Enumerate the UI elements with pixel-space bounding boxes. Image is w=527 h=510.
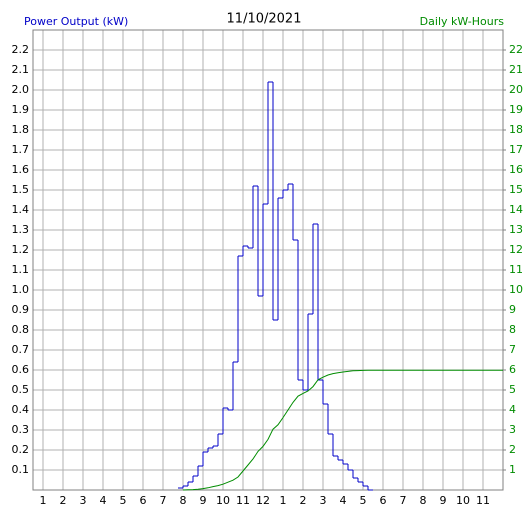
x-tick-label: 5: [360, 494, 367, 507]
x-tick-label: 8: [180, 494, 187, 507]
y2-tick-label: 18: [509, 123, 523, 136]
y-tick-label: 0.7: [12, 343, 30, 356]
y-axis-label: Power Output (kW): [24, 15, 128, 28]
y-tick-label: 1.7: [12, 143, 30, 156]
x-tick-label: 10: [456, 494, 470, 507]
x-tick-label: 1: [40, 494, 47, 507]
x-tick-label: 6: [140, 494, 147, 507]
y-tick-label: 1.2: [12, 243, 30, 256]
y-tick-label: 1.3: [12, 223, 30, 236]
plot-border: [32, 29, 504, 491]
y2-tick-label: 9: [509, 303, 516, 316]
y-tick-label: 1.5: [12, 183, 30, 196]
y-tick-label: 0.2: [12, 443, 30, 456]
x-tick-label: 9: [440, 494, 447, 507]
y2-tick-label: 17: [509, 143, 523, 156]
y-tick-label: 0.6: [12, 363, 30, 376]
y-tick-label: 0.1: [12, 463, 30, 476]
x-tick-label: 4: [340, 494, 347, 507]
y-tick-label: 0.5: [12, 383, 30, 396]
y-tick-label: 2.2: [12, 43, 30, 56]
x-tick-label: 12: [256, 494, 270, 507]
y2-tick-label: 21: [509, 63, 523, 76]
y2-tick-label: 10: [509, 283, 523, 296]
y2-tick-label: 15: [509, 183, 523, 196]
y2-tick-label: 6: [509, 363, 516, 376]
y-tick-label: 0.4: [12, 403, 30, 416]
y2-tick-label: 19: [509, 103, 523, 116]
y-tick-label: 1.9: [12, 103, 30, 116]
y-tick-label: 1.8: [12, 123, 30, 136]
x-tick-label: 2: [60, 494, 67, 507]
x-tick-label: 7: [160, 494, 167, 507]
y2-tick-label: 16: [509, 163, 523, 176]
y-tick-label: 0.8: [12, 323, 30, 336]
y2-tick-label: 3: [509, 423, 516, 436]
x-tick-label: 2: [300, 494, 307, 507]
x-tick-label: 3: [320, 494, 327, 507]
y2-tick-label: 14: [509, 203, 523, 216]
y2-tick-label: 7: [509, 343, 516, 356]
y2-tick-label: 22: [509, 43, 523, 56]
x-tick-label: 3: [80, 494, 87, 507]
x-tick-label: 5: [120, 494, 127, 507]
y2-axis-label: Daily kW-Hours: [420, 15, 505, 28]
x-tick-label: 11: [476, 494, 490, 507]
y2-tick-label: 2: [509, 443, 516, 456]
x-tick-label: 8: [420, 494, 427, 507]
x-tick-label: 7: [400, 494, 407, 507]
y-tick-label: 0.9: [12, 303, 30, 316]
y-tick-label: 1.0: [12, 283, 30, 296]
x-tick-label: 10: [216, 494, 230, 507]
x-tick-label: 4: [100, 494, 107, 507]
x-tick-label: 1: [280, 494, 287, 507]
y2-tick-label: 1: [509, 463, 516, 476]
y-tick-label: 0.3: [12, 423, 30, 436]
y2-tick-label: 20: [509, 83, 523, 96]
x-tick-label: 6: [380, 494, 387, 507]
y-tick-label: 1.6: [12, 163, 30, 176]
x-tick-label: 9: [200, 494, 207, 507]
y2-tick-label: 4: [509, 403, 516, 416]
y2-tick-label: 11: [509, 263, 523, 276]
y-tick-label: 1.4: [12, 203, 30, 216]
energy-line: [182, 369, 503, 491]
chart-title: 11/10/2021: [227, 12, 302, 27]
y2-tick-label: 5: [509, 383, 516, 396]
y2-tick-label: 13: [509, 223, 523, 236]
y2-tick-label: 12: [509, 243, 523, 256]
y-tick-label: 2.1: [12, 63, 30, 76]
y2-tick-label: 8: [509, 323, 516, 336]
y-tick-label: 1.1: [12, 263, 30, 276]
y-tick-label: 2.0: [12, 83, 30, 96]
x-tick-label: 11: [236, 494, 250, 507]
